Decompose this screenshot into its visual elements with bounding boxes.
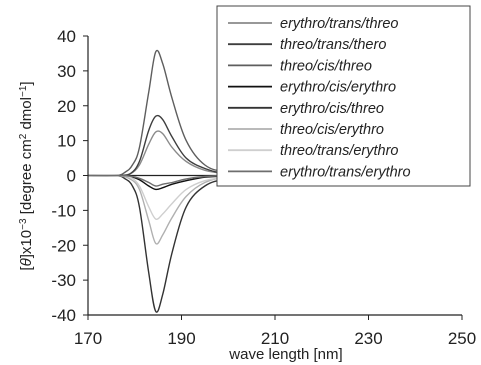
y-axis-title: [θ]x10−3 [degree cm2 dmol−1] <box>18 81 36 270</box>
y-axis-title-part-1: [ <box>18 266 35 271</box>
x-tick-label: 230 <box>354 329 382 348</box>
legend-label: threo/cis/erythro <box>280 122 384 138</box>
x-tick-label: 210 <box>261 329 289 348</box>
y-axis-title-dmol-exponent: −1 <box>18 85 29 97</box>
y-tick-label: -20 <box>51 236 76 255</box>
y-tick-group: 40 30 20 10 0 -10 -20 -30 -40 <box>51 27 88 325</box>
legend-label: threo/trans/erythro <box>280 143 398 159</box>
y-tick-label: 30 <box>57 62 76 81</box>
x-tick-group: 170 190 210 230 250 <box>74 315 476 348</box>
legend-label: erythro/cis/erythro <box>280 80 396 96</box>
legend-label: erythro/trans/threo <box>280 16 398 32</box>
y-axis-title-cm-exponent: 2 <box>18 133 29 139</box>
y-axis-title-theta: θ <box>18 258 35 266</box>
legend-box <box>216 5 471 187</box>
y-tick-label: 40 <box>57 27 76 46</box>
legend-label: threo/trans/thero <box>280 37 386 53</box>
y-axis-title-exponent: −3 <box>18 218 29 230</box>
legend-label: erythro/cis/threo <box>280 101 384 117</box>
y-tick-label: -30 <box>51 271 76 290</box>
legend: erythro/trans/threo threo/trans/thero thre… <box>216 5 471 187</box>
y-tick-label: 10 <box>57 132 76 151</box>
x-tick-label: 170 <box>74 329 102 348</box>
y-axis-title-part-9: ] <box>18 81 35 85</box>
y-axis-title-part-7: dmol <box>18 97 35 134</box>
y-tick-label: -10 <box>51 201 76 220</box>
y-axis-title-part-5: [degree cm <box>18 139 35 218</box>
y-axis-title-part-3: ]x10 <box>18 230 35 258</box>
x-tick-label: 190 <box>167 329 195 348</box>
x-axis-title: wave length [nm] <box>228 346 342 363</box>
y-tick-label: 20 <box>57 97 76 116</box>
legend-label: erythro/trans/erythro <box>280 164 411 180</box>
legend-label: threo/cis/threo <box>280 58 372 74</box>
y-tick-label: 0 <box>67 167 76 186</box>
x-tick-label: 250 <box>448 329 476 348</box>
y-tick-label: -40 <box>51 306 76 325</box>
